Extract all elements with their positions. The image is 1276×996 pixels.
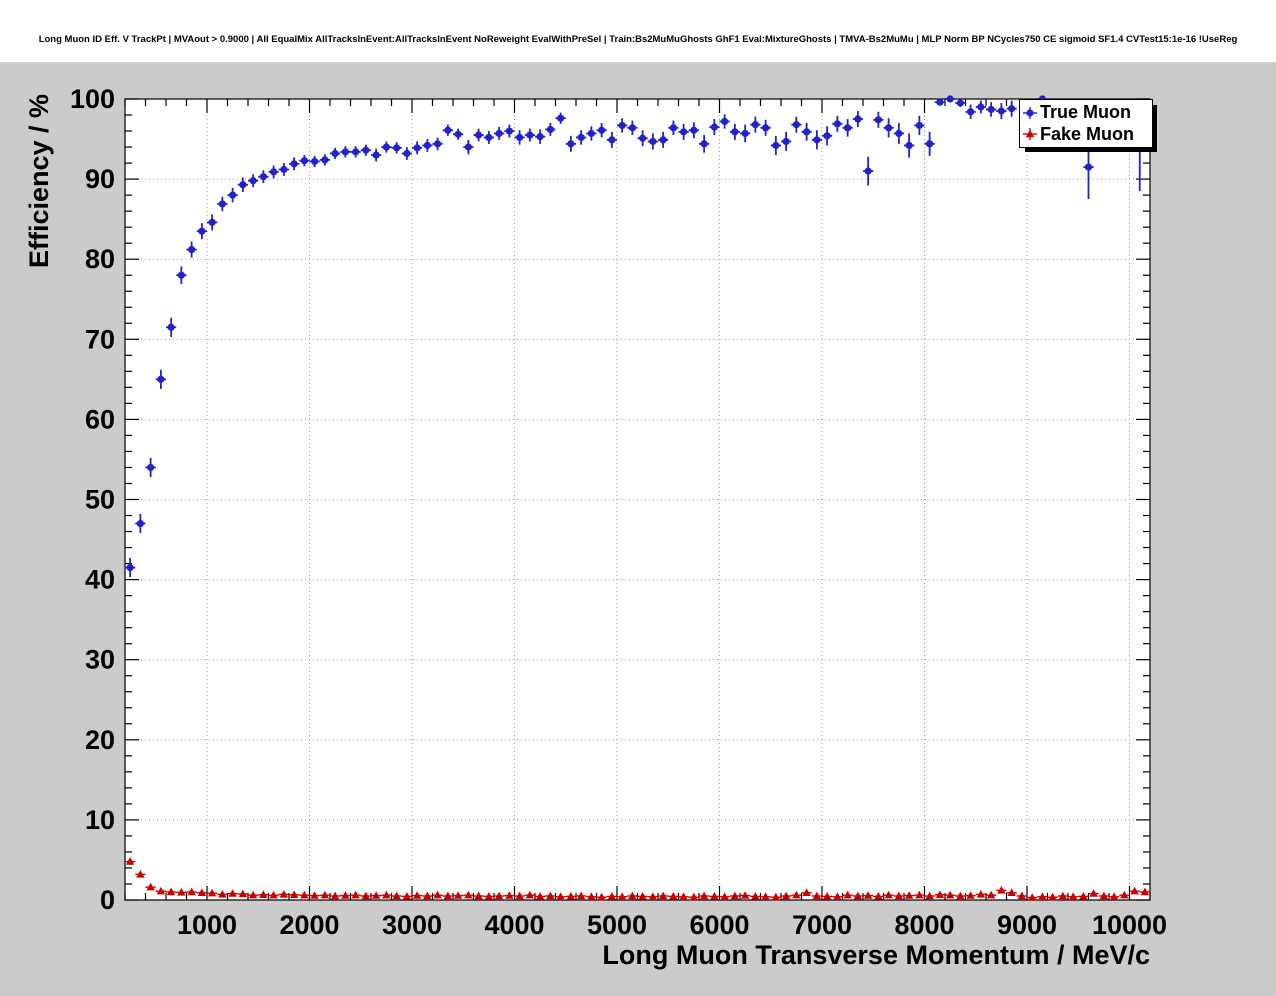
plot-title: Long Muon ID Eff. V TrackPt | MVAout > 0… (38, 34, 1238, 45)
tick-labels: 0 10 20 30 40 50 60 70 80 90 100 1000 2000 3000 4000 50… (70, 84, 1167, 940)
legend: True Muon Fake Muon (1019, 99, 1153, 148)
legend-label-fake-muon: Fake Muon (1040, 123, 1135, 144)
svg-text:90: 90 (85, 164, 115, 194)
legend-entry-fake-muon: Fake Muon (1020, 124, 1152, 146)
legend-entry-true-muon: True Muon (1020, 102, 1152, 124)
svg-text:3000: 3000 (382, 910, 442, 940)
series-fake-muon (125, 857, 1150, 901)
svg-text:40: 40 (85, 565, 115, 595)
legend-label-true-muon: True Muon (1040, 102, 1131, 123)
svg-text:70: 70 (85, 324, 115, 354)
x-axis-title: Long Muon Transverse Momentum / MeV/c (602, 940, 1150, 970)
svg-text:30: 30 (85, 645, 115, 675)
svg-text:0: 0 (100, 885, 115, 915)
svg-text:7000: 7000 (792, 910, 852, 940)
canvas-header-strip (0, 0, 1276, 62)
svg-text:9000: 9000 (997, 910, 1057, 940)
svg-text:10: 10 (85, 805, 115, 835)
svg-text:80: 80 (85, 244, 115, 274)
svg-text:10000: 10000 (1092, 910, 1167, 940)
svg-text:6000: 6000 (689, 910, 749, 940)
svg-text:5000: 5000 (587, 910, 647, 940)
true-muon-marker-icon (1020, 105, 1040, 121)
svg-text:4000: 4000 (484, 910, 544, 940)
svg-text:20: 20 (85, 725, 115, 755)
svg-text:2000: 2000 (279, 910, 339, 940)
grid-lines (125, 99, 1150, 900)
svg-text:1000: 1000 (177, 910, 237, 940)
y-axis-title: Efficiency / % (24, 93, 54, 268)
svg-text:50: 50 (85, 485, 115, 515)
axis-ticks (124, 98, 1151, 901)
svg-text:60: 60 (85, 404, 115, 434)
fake-muon-marker-icon (1020, 126, 1040, 142)
svg-text:8000: 8000 (894, 910, 954, 940)
svg-text:100: 100 (70, 84, 115, 114)
